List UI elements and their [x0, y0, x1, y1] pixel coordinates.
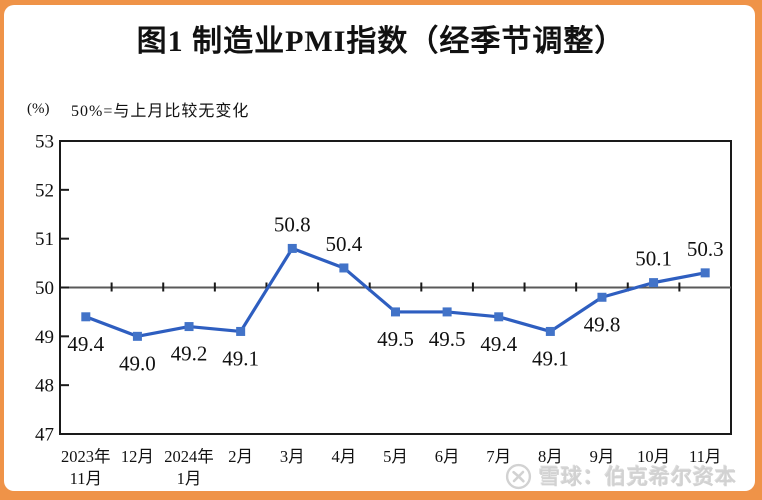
chart-title: 图1 制造业PMI指数（经季节调整）: [136, 25, 626, 58]
x-tick-label: 12月: [121, 447, 154, 466]
data-label: 49.8: [584, 312, 621, 336]
data-point-marker: [649, 278, 659, 288]
y-tick-label: 47: [35, 425, 54, 446]
data-point-marker: [494, 312, 504, 322]
x-tick-label: 4月: [332, 447, 357, 466]
x-tick-label: 7月: [486, 447, 511, 466]
y-tick-label: 49: [35, 327, 54, 348]
x-tick-label: 10月: [637, 447, 670, 466]
x-tick-label: 9月: [590, 447, 615, 466]
y-tick-label: 50: [35, 278, 54, 299]
data-point-marker: [132, 331, 142, 341]
x-tick-label: 3月: [280, 447, 305, 466]
watermark: 雪球：伯克希尔资本: [505, 461, 737, 491]
data-label: 50.3: [687, 237, 724, 261]
y-tick-label: 52: [35, 180, 54, 201]
data-point-marker: [442, 307, 452, 317]
data-point-marker: [339, 263, 349, 273]
x-tick-label: 2024年 1月: [164, 447, 214, 488]
data-point-marker: [236, 326, 246, 336]
data-label: 49.1: [532, 346, 569, 370]
chart-subtitle-note: 50%=与上月比较无变化: [71, 103, 250, 120]
x-tick-label: 6月: [435, 447, 460, 466]
data-point-marker: [597, 292, 607, 302]
y-tick-label: 53: [35, 132, 54, 153]
data-label: 50.1: [635, 247, 672, 271]
xueqiu-logo-icon: [505, 463, 532, 489]
y-tick-label: 51: [35, 229, 54, 250]
data-label: 50.8: [274, 212, 311, 236]
y-axis-unit-label: (%): [27, 101, 50, 117]
data-label: 49.1: [222, 346, 259, 370]
data-point-marker: [700, 268, 710, 278]
data-label: 49.5: [377, 327, 414, 351]
chart-panel: [4, 5, 755, 491]
data-point-marker: [184, 322, 194, 332]
data-label: 49.5: [429, 327, 466, 351]
data-label: 49.0: [119, 351, 156, 375]
x-tick-label: 2月: [228, 447, 253, 466]
x-tick-label: 2023年 11月: [61, 447, 111, 488]
x-tick-label: 11月: [689, 447, 721, 466]
data-point-marker: [545, 326, 555, 336]
data-label: 49.4: [67, 332, 104, 356]
y-tick-label: 48: [35, 376, 54, 397]
data-point-marker: [287, 243, 297, 253]
x-tick-label: 8月: [538, 447, 563, 466]
data-label: 49.2: [171, 342, 208, 366]
data-label: 49.4: [480, 332, 517, 356]
data-point-marker: [81, 312, 91, 322]
x-tick-label: 5月: [383, 447, 408, 466]
data-point-marker: [391, 307, 400, 317]
watermark-text: 雪球：伯克希尔资本: [539, 466, 737, 489]
data-label: 50.4: [326, 232, 363, 256]
